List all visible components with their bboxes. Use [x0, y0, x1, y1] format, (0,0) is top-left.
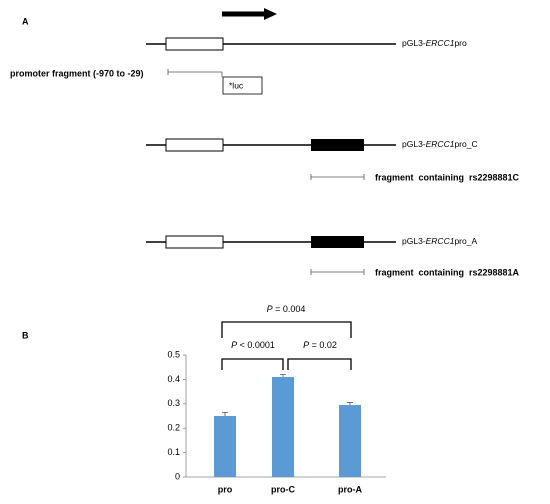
construct-prefix: pGL3-: [402, 236, 426, 246]
p-text: = 0.004: [273, 304, 306, 314]
p-text: = 0.02: [309, 340, 337, 350]
p-symbol: P: [267, 304, 273, 314]
construct-label: pGL3-ERCC1pro_A: [402, 236, 477, 246]
gene-name: ERCC1: [426, 236, 455, 246]
error-bar: [347, 402, 353, 406]
gene-name: ERCC1: [426, 38, 455, 48]
fragment-bracket: [310, 174, 365, 180]
p-value: P = 0.004: [267, 304, 306, 314]
p-symbol: P: [303, 340, 309, 350]
y-tick-label: 0.3: [167, 398, 180, 408]
promoter-box: [165, 37, 224, 51]
x-tick-label: pro-C: [271, 484, 295, 494]
p-symbol: P: [231, 340, 237, 350]
y-tick-label: 0.4: [167, 374, 180, 384]
promoter-box: [165, 138, 224, 152]
panel-label: B: [22, 330, 29, 340]
error-bar: [222, 411, 228, 416]
promoter-box: [165, 235, 224, 249]
construct-label: pGL3-ERCC1pro_C: [402, 139, 478, 149]
gene-name: ERCC1: [426, 139, 455, 149]
construct-prefix: pGL3-: [402, 38, 426, 48]
p-value: P < 0.0001: [231, 340, 275, 350]
x-tick-label: pro-A: [338, 484, 362, 494]
bar: [214, 416, 236, 477]
panel-label: A: [22, 16, 29, 26]
y-tick-label: 0.2: [167, 423, 180, 433]
p-value: P = 0.02: [303, 340, 337, 350]
construct-label: pGL3-ERCC1pro: [402, 38, 467, 48]
fragment-label: fragment containing rs2298881C: [375, 172, 520, 182]
error-bar: [280, 374, 286, 377]
fragment-label: fragment containing rs2298881A: [375, 267, 520, 277]
fragment-bracket: [310, 269, 365, 275]
x-tick-label: pro: [218, 484, 233, 494]
direction-arrow: [222, 8, 277, 20]
snp-region-box: [311, 139, 364, 151]
promoter-bracket: [167, 69, 223, 77]
luc-box: [222, 76, 263, 95]
construct-suffix: pro_C: [454, 139, 477, 149]
bar: [339, 405, 361, 477]
construct-prefix: pGL3-: [402, 139, 426, 149]
significance-brackets: [221, 321, 352, 370]
construct-suffix: pro: [454, 38, 467, 48]
snp-region-box: [311, 236, 364, 248]
y-tick-label: 0.5: [167, 349, 180, 359]
p-text: < 0.0001: [237, 340, 275, 350]
bar: [272, 376, 294, 477]
y-tick-label: 0: [175, 471, 180, 481]
y-tick-label: 0.1: [167, 447, 180, 457]
construct-suffix: pro_A: [454, 236, 477, 246]
luc-label: *luc: [229, 80, 244, 90]
promoter-fragment-label: promoter fragment (-970 to -29): [10, 68, 144, 78]
